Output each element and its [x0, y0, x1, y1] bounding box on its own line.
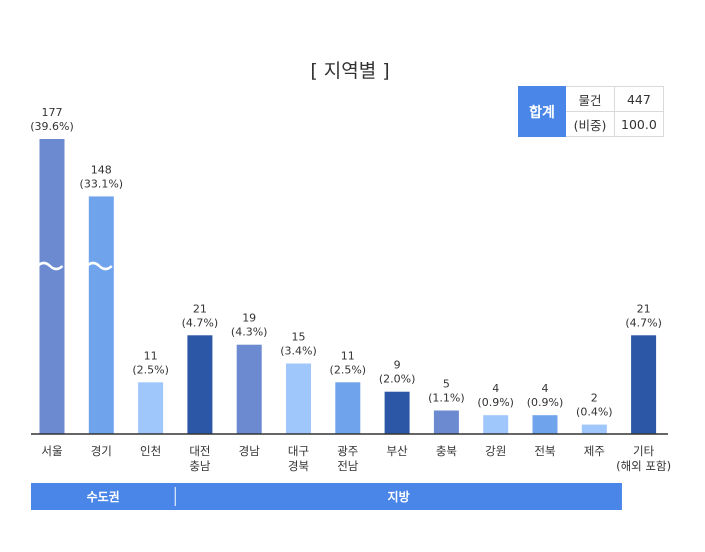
bar-1 — [88, 196, 114, 434]
percent-label-3: (4.7%) — [182, 316, 219, 329]
bar-11 — [581, 424, 607, 434]
category-label-2-0: 인천 — [140, 444, 161, 458]
percent-label-9: (0.9%) — [477, 396, 514, 409]
bar-5 — [286, 363, 311, 434]
category-label-7-0: 부산 — [387, 444, 409, 458]
bar-8 — [433, 410, 459, 434]
value-label-11: 2 — [591, 392, 598, 405]
bar-10 — [532, 415, 558, 434]
category-label-12-0: 기타 — [633, 444, 655, 458]
category-label-6-1: 전남 — [337, 459, 359, 473]
category-label-10-0: 전북 — [534, 444, 555, 458]
percent-label-8: (1.1%) — [428, 392, 465, 405]
value-label-12: 21 — [637, 302, 651, 315]
category-label-12-1: (해외 포함) — [616, 459, 671, 473]
category-label-5-1: 경북 — [288, 459, 309, 473]
percent-label-4: (4.3%) — [231, 326, 268, 339]
bar-2 — [138, 382, 164, 434]
bar-9 — [483, 415, 509, 434]
percent-label-5: (3.4%) — [280, 345, 317, 358]
value-labels-layer: 177(39.6%)148(33.1%)11(2.5%)21(4.7%) 19(4… — [30, 106, 662, 419]
category-label-0-0: 서울 — [41, 444, 62, 458]
percent-label-7: (2.0%) — [379, 373, 416, 386]
total-count-value: 447 — [614, 86, 664, 112]
value-label-1: 148 — [91, 163, 112, 176]
percent-label-1: (33.1%) — [80, 177, 124, 190]
category-label-8-0: 충북 — [436, 444, 457, 458]
bar-4 — [236, 344, 262, 434]
group-band: 수도권 지방 — [31, 483, 622, 510]
percent-label-6: (2.5%) — [330, 363, 367, 376]
category-label-11-0: 제주 — [584, 444, 605, 458]
category-label-4-0: 경남 — [239, 444, 261, 458]
total-count-key: 물건 — [565, 86, 615, 112]
value-label-9: 4 — [492, 382, 499, 395]
value-label-5: 15 — [292, 331, 306, 344]
category-label-3-0: 대전 — [189, 444, 210, 458]
value-label-8: 5 — [443, 378, 450, 391]
axis-break-mark-0 — [36, 261, 64, 271]
percent-label-12: (4.7%) — [625, 316, 662, 329]
category-label-3-1: 충남 — [189, 459, 211, 473]
category-label-6-0: 광주 — [337, 444, 358, 458]
bars-layer — [36, 139, 657, 434]
percent-label-11: (0.4%) — [576, 406, 613, 419]
group-label-1: 지방 — [388, 489, 410, 504]
axis-break-mark-1 — [85, 261, 113, 271]
percent-label-0: (39.6%) — [30, 120, 74, 133]
bar-3 — [187, 335, 213, 434]
percent-label-2: (2.5%) — [132, 363, 169, 376]
value-label-10: 4 — [542, 382, 549, 395]
total-label: 합계 — [518, 86, 566, 137]
group-label-0: 수도권 — [87, 490, 120, 504]
bar-0 — [39, 139, 65, 434]
value-label-3: 21 — [193, 302, 207, 315]
value-label-6: 11 — [341, 349, 355, 362]
value-label-0: 177 — [42, 106, 63, 119]
value-label-4: 19 — [242, 312, 256, 325]
total-share-value: 100.0 — [614, 111, 664, 137]
value-label-7: 9 — [394, 359, 401, 372]
total-summary-box: 합계 물건 447 (비중) 100.0 — [518, 86, 664, 137]
value-label-2: 11 — [144, 349, 158, 362]
bar-12 — [631, 335, 657, 434]
chart-title: [ 지역별 ] — [310, 60, 389, 82]
category-label-5-0: 대구 — [288, 444, 309, 458]
category-label-1-0: 경기 — [91, 444, 112, 458]
total-share-key: (비중) — [565, 111, 615, 137]
bar-6 — [335, 382, 361, 434]
group-band-bg — [31, 483, 622, 510]
bar-7 — [384, 391, 410, 434]
category-label-9-0: 강원 — [485, 444, 506, 458]
percent-label-10: (0.9%) — [527, 396, 564, 409]
